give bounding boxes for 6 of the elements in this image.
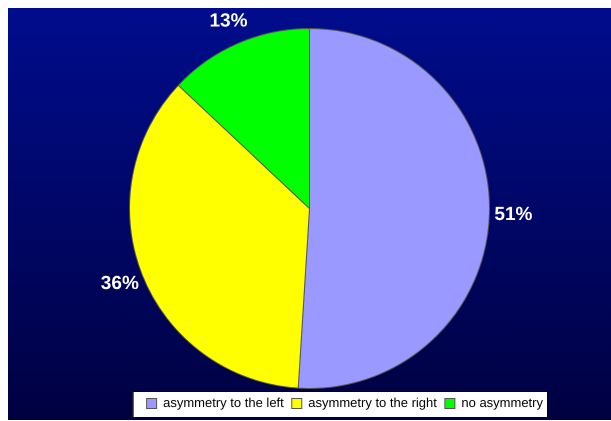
data-label: 13% [209, 10, 248, 32]
data-label: 51% [494, 204, 533, 226]
legend-label: no asymmetry [461, 395, 544, 410]
data-label: 36% [100, 272, 139, 294]
legend-label: asymmetry to the right [308, 395, 438, 410]
legend-label: asymmetry to the left [163, 395, 284, 410]
